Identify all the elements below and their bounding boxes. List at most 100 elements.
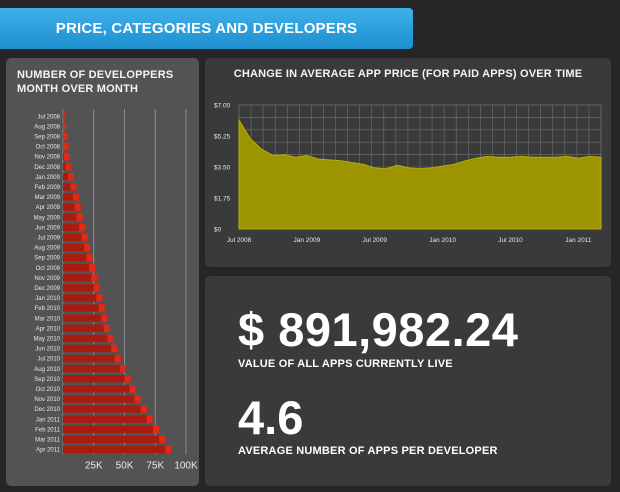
x-tick-label: Jan 2011 bbox=[565, 237, 592, 244]
bar bbox=[63, 223, 86, 231]
stats-panel: $ 891,982.24 VALUE OF ALL APPS CURRENTLY… bbox=[205, 276, 611, 486]
bar-tip bbox=[134, 395, 141, 403]
bar-tip bbox=[152, 425, 159, 433]
y-tick-label: Mar 2010 bbox=[35, 316, 61, 322]
bar bbox=[63, 203, 81, 211]
bar bbox=[63, 344, 118, 353]
bar bbox=[63, 395, 141, 403]
bar-tip bbox=[79, 223, 86, 231]
bar bbox=[63, 233, 88, 242]
bar-tip bbox=[76, 213, 83, 221]
bar bbox=[63, 375, 131, 383]
bar bbox=[63, 274, 98, 282]
bar bbox=[63, 334, 114, 343]
bar-tip bbox=[63, 122, 67, 130]
price-chart-title: CHANGE IN AVERAGE APP PRICE (FOR PAID AP… bbox=[233, 68, 583, 80]
y-tick-label: Apr 2011 bbox=[36, 448, 61, 454]
y-tick-label: Oct 2010 bbox=[36, 387, 61, 393]
bar bbox=[63, 314, 108, 322]
y-tick-label: Jan 2009 bbox=[35, 175, 60, 181]
bar-tip bbox=[63, 152, 70, 161]
bar-tip bbox=[68, 173, 75, 181]
y-tick-label: Mar 2011 bbox=[35, 437, 61, 443]
y-tick-label: Nov 2010 bbox=[34, 397, 60, 403]
y-tick-label: Apr 2010 bbox=[36, 326, 61, 332]
bar bbox=[63, 294, 103, 302]
developers-chart-panel: NUMBER OF DEVELOPPERS MONTH OVER MONTH 2… bbox=[6, 58, 199, 486]
bar bbox=[63, 193, 79, 201]
bar-tip bbox=[129, 385, 136, 393]
bar bbox=[63, 415, 153, 423]
bar-tip bbox=[103, 324, 110, 332]
bar-tip bbox=[98, 304, 105, 312]
y-tick-label: $0 bbox=[214, 227, 222, 234]
x-tick-label: 100K bbox=[174, 460, 198, 471]
y-tick-label: May 2010 bbox=[34, 336, 61, 342]
developers-bar-chart: 25K 50K 75K 100K Jul 2008 Aug 2008 Sep 2008 Oct… bbox=[34, 109, 198, 471]
x-tick-label: 25K bbox=[85, 460, 103, 471]
total-value-label: VALUE OF ALL APPS CURRENTLY LIVE bbox=[238, 358, 453, 370]
bar-tip bbox=[146, 415, 153, 423]
bar-tip bbox=[74, 203, 81, 211]
bar-tip bbox=[96, 294, 103, 302]
y-tick-label: Jan 2011 bbox=[36, 417, 61, 423]
bar-tip bbox=[81, 233, 88, 242]
y-tick-label: Feb 2009 bbox=[35, 185, 61, 191]
y-tick-label: $1.75 bbox=[214, 196, 231, 203]
bar bbox=[63, 405, 147, 413]
bar bbox=[63, 284, 100, 292]
x-tick-label: Jul 2009 bbox=[362, 237, 387, 244]
bar-tip bbox=[86, 253, 93, 262]
y-tick-label: Jun 2009 bbox=[35, 225, 60, 231]
total-value-figure: $ 891,982.24 bbox=[238, 303, 519, 356]
bar-tip bbox=[63, 142, 69, 151]
y-tick-label: Jan 2010 bbox=[35, 296, 60, 302]
y-tick-label: Jul 2008 bbox=[37, 114, 60, 120]
y-tick-label: Dec 2010 bbox=[34, 407, 60, 413]
y-tick-label: Jul 2010 bbox=[37, 357, 60, 363]
section-header-banner: PRICE, CATEGORIES AND DEVELOPERS bbox=[0, 8, 413, 49]
y-tick-label: $5.25 bbox=[214, 134, 231, 141]
bar bbox=[63, 183, 77, 191]
x-tick-label: Jul 2010 bbox=[498, 237, 523, 244]
bar-tip bbox=[107, 334, 114, 343]
bar bbox=[63, 304, 105, 312]
apps-per-developer-label: AVERAGE NUMBER OF APPS PER DEVELOPER bbox=[238, 445, 498, 457]
x-tick-label: 50K bbox=[116, 460, 134, 471]
y-tick-label: Apr 2009 bbox=[36, 205, 61, 211]
bar bbox=[63, 324, 110, 332]
bar-tip bbox=[84, 243, 91, 252]
y-tick-label: Aug 2008 bbox=[34, 124, 60, 130]
y-tick-label: Sep 2010 bbox=[34, 377, 60, 383]
bar bbox=[63, 385, 136, 393]
y-tick-label: Aug 2010 bbox=[34, 367, 60, 373]
bar bbox=[63, 364, 126, 373]
y-tick-label: $7.00 bbox=[214, 103, 231, 110]
bar-tip bbox=[119, 364, 126, 373]
y-tick-label: Feb 2010 bbox=[35, 306, 61, 312]
bar-tip bbox=[88, 263, 95, 272]
bar bbox=[63, 435, 166, 444]
bar-tip bbox=[63, 132, 68, 141]
y-tick-label: $3.50 bbox=[214, 165, 231, 172]
y-tick-label: Nov 2008 bbox=[34, 155, 60, 161]
apps-per-developer-figure: 4.6 bbox=[238, 391, 304, 444]
y-tick-label: Jul 2009 bbox=[37, 235, 60, 241]
bar-tip bbox=[91, 274, 98, 282]
bar-tip bbox=[63, 112, 65, 120]
bar bbox=[63, 354, 121, 363]
y-tick-label: Sep 2009 bbox=[34, 256, 60, 262]
y-tick-label: Dec 2009 bbox=[34, 286, 60, 292]
y-tick-label: Nov 2009 bbox=[34, 276, 60, 282]
y-tick-label: Sep 2008 bbox=[34, 134, 60, 140]
bar-tip bbox=[140, 405, 147, 413]
y-tick-label: Aug 2009 bbox=[34, 246, 60, 252]
bar-tip bbox=[111, 344, 118, 353]
developers-chart-title: NUMBER OF DEVELOPPERS MONTH OVER MONTH bbox=[17, 69, 174, 95]
bar bbox=[63, 243, 91, 252]
section-title: PRICE, CATEGORIES AND DEVELOPERS bbox=[55, 20, 358, 37]
bar-tip bbox=[124, 375, 131, 383]
bar bbox=[63, 263, 95, 272]
x-tick-label: 75K bbox=[146, 460, 164, 471]
bar-tip bbox=[101, 314, 108, 322]
